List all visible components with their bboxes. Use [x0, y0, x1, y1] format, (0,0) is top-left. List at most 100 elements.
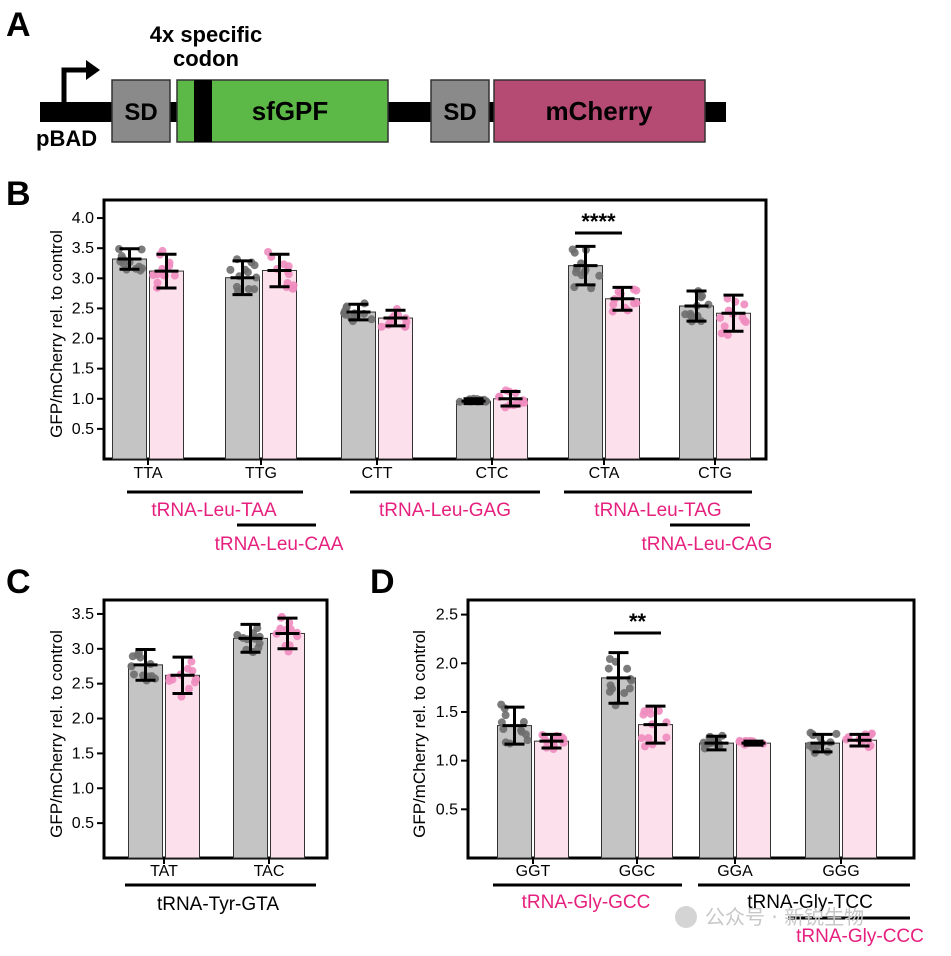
data-point	[639, 710, 648, 719]
data-point	[253, 624, 262, 633]
data-point	[686, 309, 695, 318]
panel-c-letter: C	[6, 563, 31, 601]
codon-note-line1: 4x specific	[150, 22, 263, 47]
bar	[233, 637, 268, 859]
trna-label-leu-taa: tRNA-Leu-TAA	[151, 500, 277, 521]
panel-d-letter: D	[370, 563, 395, 601]
data-point	[595, 271, 604, 280]
bar	[736, 742, 771, 859]
codon-label: CTA	[589, 465, 620, 482]
data-point	[190, 678, 199, 687]
data-point	[568, 245, 577, 254]
panel-b: B 0.5 1.0 1.5 2.0 2.5 3.0 3.5 4.0 TTA TTG CTT CTC CT…	[6, 175, 772, 555]
data-point	[614, 287, 623, 296]
data-point	[609, 300, 618, 309]
data-point	[149, 271, 158, 280]
data-point	[136, 653, 145, 662]
trna-label-leu-gag: tRNA-Leu-GAG	[379, 500, 511, 521]
codon-insert-box	[194, 80, 212, 142]
data-point	[129, 670, 138, 679]
data-point	[740, 300, 749, 309]
bar	[270, 632, 305, 859]
codon-label: TTG	[245, 465, 277, 482]
data-point	[168, 675, 177, 684]
panel-b-letter: B	[6, 175, 31, 213]
y-tick-label: 3.0	[72, 641, 94, 658]
data-point	[637, 734, 646, 743]
y-tick-label: 1.0	[436, 753, 458, 770]
trna-label-gly-tcc: tRNA-Gly-TCC	[747, 892, 873, 913]
codon-label: GGA	[717, 863, 753, 880]
data-point	[243, 268, 252, 277]
bar	[842, 739, 877, 859]
bar	[497, 725, 532, 859]
trna-label-leu-cag: tRNA-Leu-CAG	[642, 534, 773, 555]
data-point	[250, 285, 259, 294]
sd-box-2-label: SD	[443, 99, 476, 126]
bar	[149, 270, 184, 460]
data-point	[723, 330, 732, 339]
panel-a: A 4x specific codon pBAD SD sfGPF SD mCh…	[6, 6, 726, 151]
data-point	[226, 265, 235, 274]
bar	[805, 742, 840, 859]
data-point	[119, 259, 128, 268]
data-point	[741, 318, 750, 327]
y-tick-label: 2.0	[72, 331, 94, 348]
codon-label: TAC	[254, 863, 285, 880]
data-point	[620, 688, 629, 697]
panel-c-plot: 0.5 1.0 1.5 2.0 2.5 3.0 3.5 TAT TAC	[72, 598, 329, 880]
y-tick-label: 1.0	[72, 391, 94, 408]
codon-note-line2: codon	[173, 46, 239, 71]
data-point	[644, 734, 653, 743]
panel-c: C 0.5 1.0 1.5 2.0 2.5 3.0 3.5 TAT TAC GFP/mCherr…	[6, 563, 329, 915]
data-point	[115, 245, 124, 254]
panel-b-plot: 0.5 1.0 1.5 2.0 2.5 3.0 3.5 4.0 TTA TTG CTT CTC CTA C…	[72, 198, 768, 482]
promoter-arrow-icon	[61, 67, 88, 106]
sd-box-1-label: SD	[124, 99, 157, 126]
y-tick-label: 2.5	[72, 300, 94, 317]
trna-label-leu-tag: tRNA-Leu-TAG	[594, 500, 721, 521]
significance-label: ****	[581, 209, 616, 234]
data-point	[625, 684, 634, 693]
bar	[341, 311, 376, 460]
panel-d-ylabel: GFP/mCherry rel. to control	[410, 630, 429, 838]
data-point	[605, 687, 614, 696]
plot-frame	[102, 198, 768, 461]
plot-frame	[466, 598, 916, 860]
data-point	[377, 322, 386, 331]
sd-box-2	[430, 79, 490, 143]
y-tick-label: 3.5	[72, 606, 94, 623]
y-tick-label: 3.0	[72, 270, 94, 287]
bar	[112, 258, 147, 460]
data-point	[501, 711, 510, 720]
plot-frame	[102, 598, 329, 860]
codon-label: TAT	[150, 863, 178, 880]
sfgfp-label: sfGPF	[252, 96, 329, 126]
watermark-text: 公众号 · 新锐生物	[705, 905, 864, 929]
data-point	[187, 657, 196, 666]
panel-b-ylabel: GFP/mCherry rel. to control	[47, 230, 66, 438]
sfgfp-box	[176, 79, 389, 143]
bar	[568, 265, 603, 460]
data-point	[188, 666, 197, 675]
data-point	[367, 315, 376, 324]
y-tick-label: 0.5	[72, 421, 94, 438]
codon-label: GGT	[516, 863, 551, 880]
data-point	[184, 684, 193, 693]
bar	[493, 398, 528, 460]
y-tick-label: 2.0	[436, 655, 458, 672]
bar	[716, 312, 751, 460]
trna-label-gly-ccc: tRNA-Gly-CCC	[796, 926, 924, 947]
y-tick-label: 3.5	[72, 240, 94, 257]
codon-label: TTA	[133, 465, 162, 482]
y-tick-label: 1.5	[72, 745, 94, 762]
data-point	[137, 245, 146, 254]
data-point	[127, 662, 136, 671]
data-point	[698, 292, 707, 301]
trna-label-tyr-gta: tRNA-Tyr-GTA	[157, 894, 279, 915]
promoter-label: pBAD	[36, 126, 97, 151]
data-point	[720, 322, 729, 331]
y-tick-label: 0.5	[436, 801, 458, 818]
data-point	[623, 664, 632, 673]
